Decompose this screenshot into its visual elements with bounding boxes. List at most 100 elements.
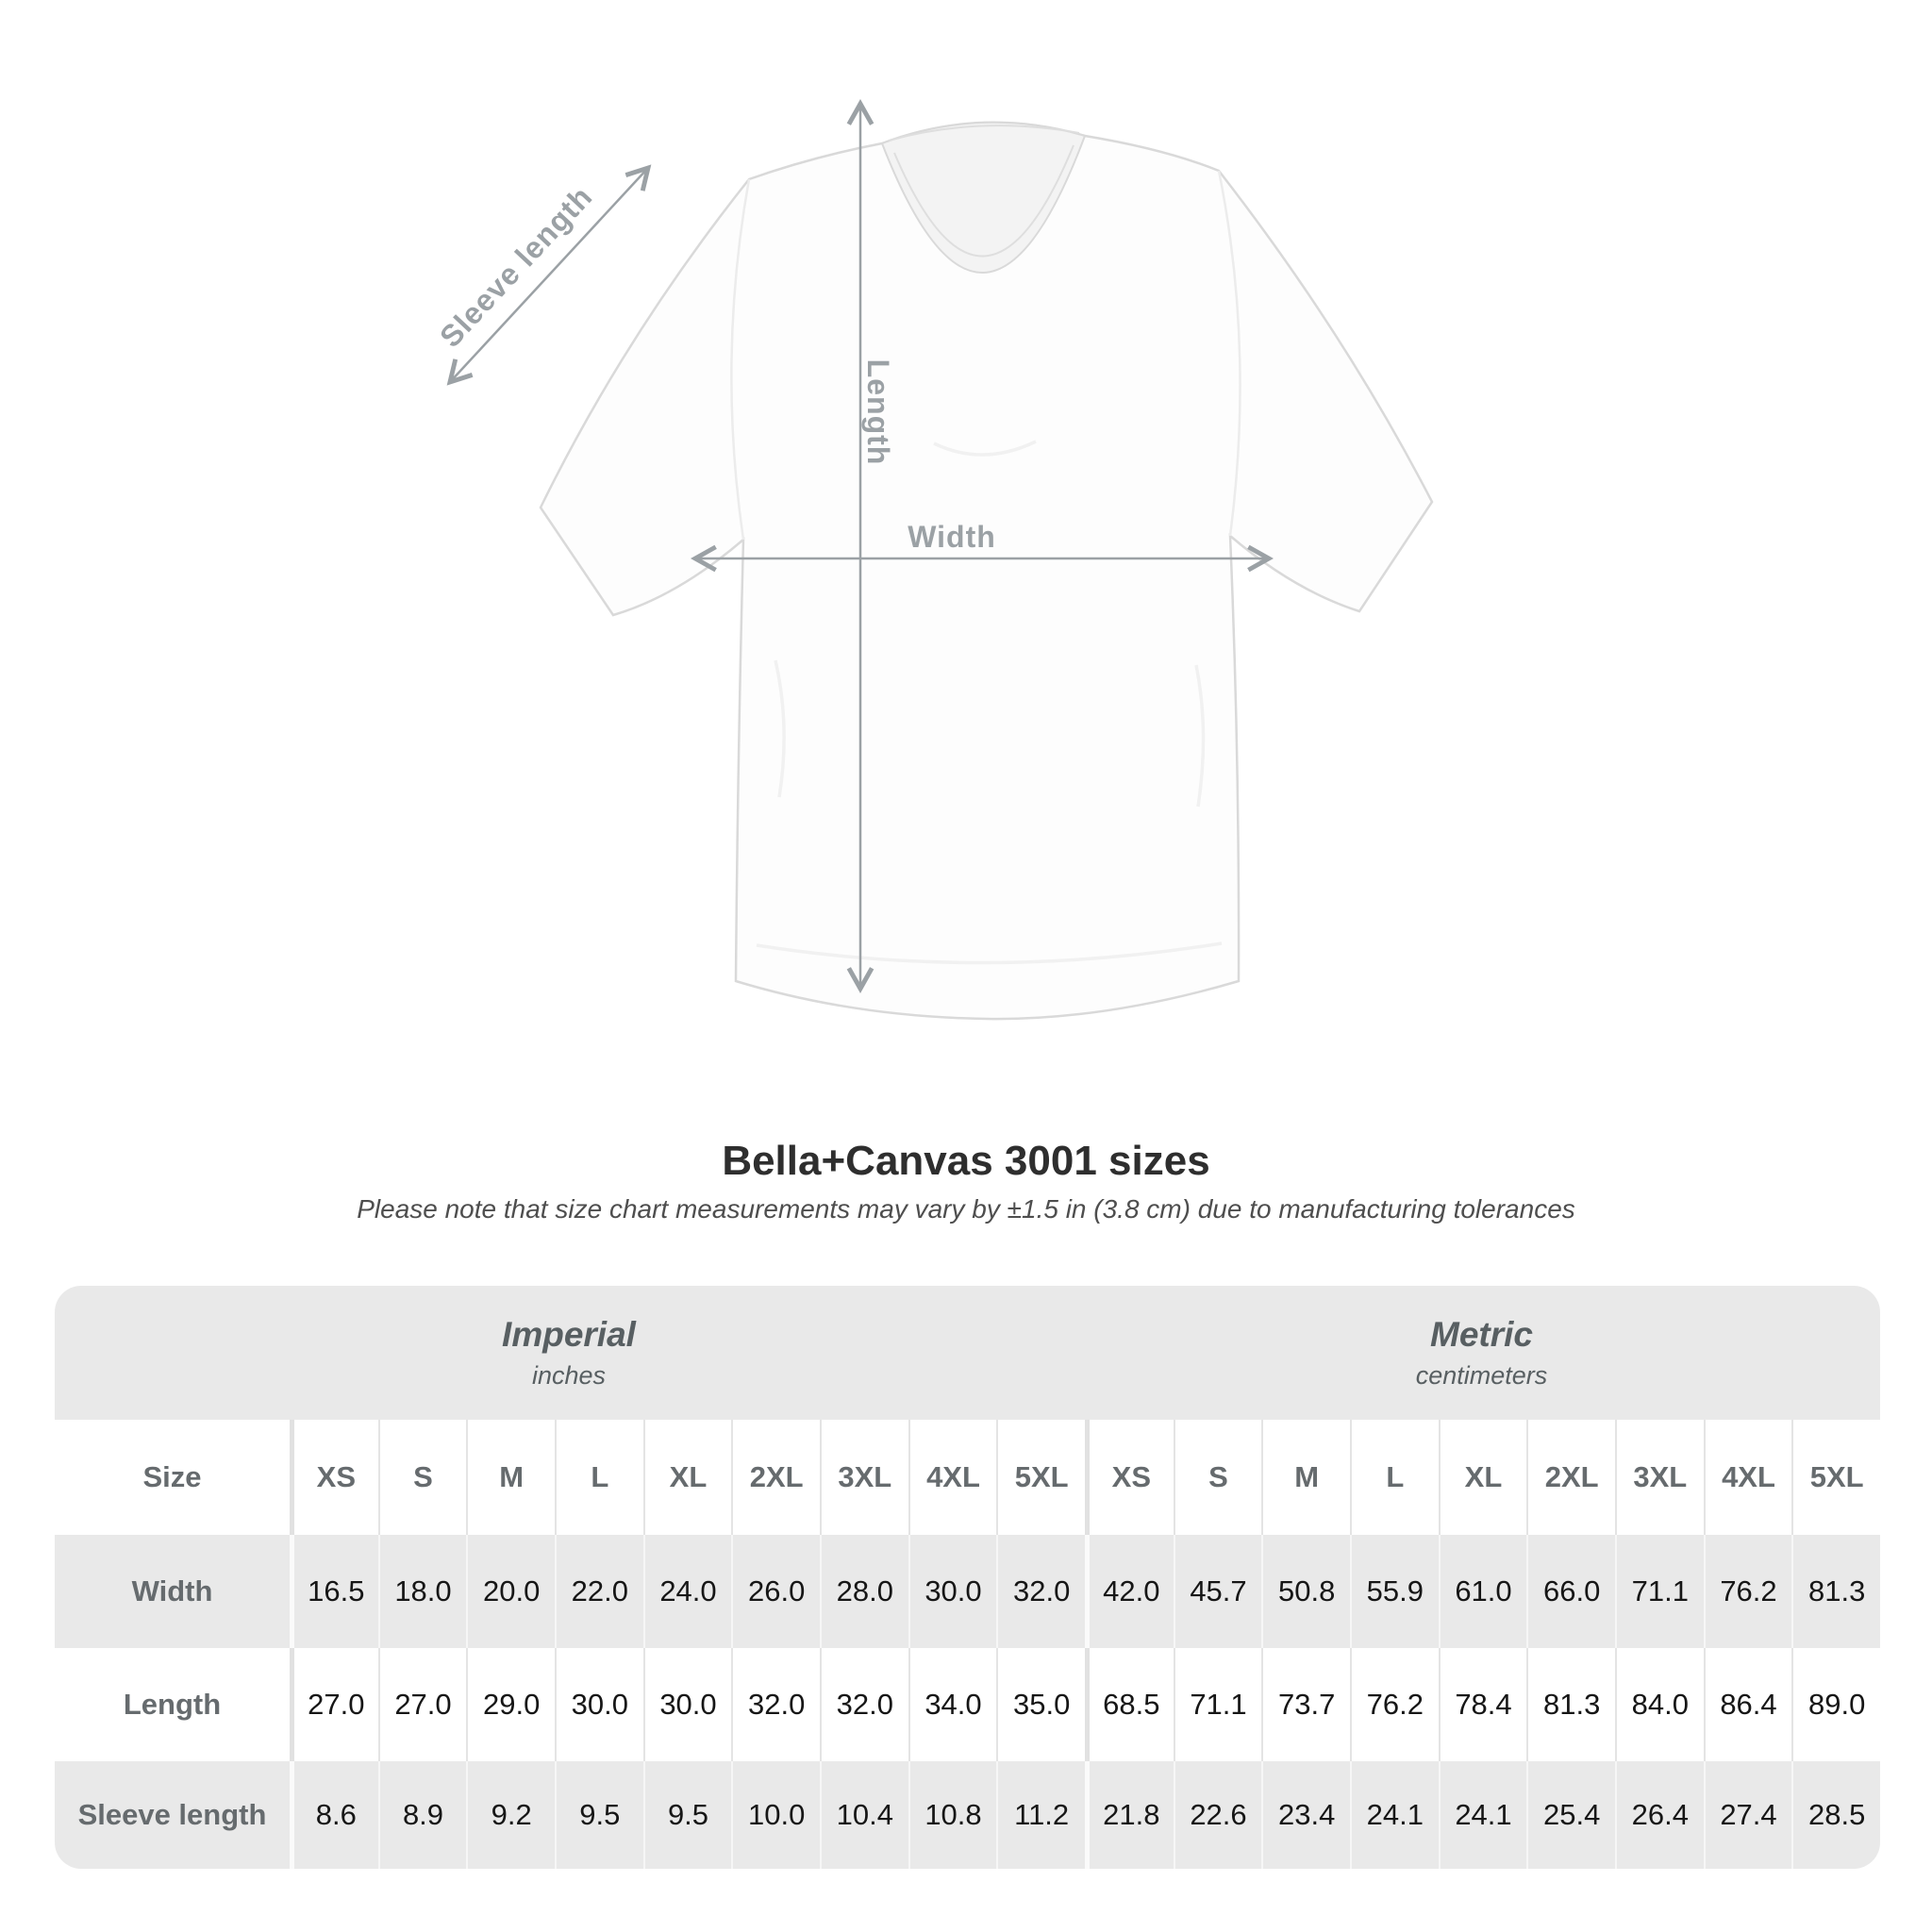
cell-sleeve-length-metric-s: 22.6 <box>1173 1761 1262 1869</box>
column-header-imperial-xs: XS <box>290 1420 378 1535</box>
tshirt-diagram-svg: Sleeve length Length Width <box>433 99 1434 1021</box>
tshirt-measurement-diagram: Sleeve length Length Width <box>396 57 1604 1057</box>
cell-width-metric-2xl: 66.0 <box>1526 1535 1615 1648</box>
row-label-length: Length <box>123 1688 222 1721</box>
cell-sleeve-length-metric-3xl: 26.4 <box>1614 1761 1704 1869</box>
cell-length-imperial-xs: 27.0 <box>290 1648 378 1761</box>
cell-sleeve-length-imperial-m: 9.2 <box>466 1761 555 1869</box>
column-header-imperial-2xl: 2XL <box>731 1420 820 1535</box>
cell-sleeve-length-imperial-l: 9.5 <box>554 1761 643 1869</box>
cell-width-metric-l: 55.9 <box>1349 1535 1439 1648</box>
armhole-seam-right <box>1217 170 1241 537</box>
cell-sleeve-length-metric-5xl: 28.5 <box>1791 1761 1880 1869</box>
cell-width-metric-5xl: 81.3 <box>1791 1535 1880 1648</box>
cell-sleeve-length-imperial-4xl: 10.8 <box>908 1761 997 1869</box>
cell-length-imperial-4xl: 34.0 <box>908 1648 997 1761</box>
length-label: Length <box>861 359 895 466</box>
cell-sleeve-length-imperial-5xl: 11.2 <box>996 1761 1085 1869</box>
cell-sleeve-length-imperial-xs: 8.6 <box>290 1761 378 1869</box>
tolerance-note: Please note that size chart measurements… <box>357 1194 1575 1224</box>
column-header-metric-4xl: 4XL <box>1703 1420 1792 1535</box>
cell-width-metric-4xl: 76.2 <box>1703 1535 1792 1648</box>
sleeve-length-arrow <box>446 164 652 386</box>
column-header-imperial-4xl: 4XL <box>908 1420 997 1535</box>
cell-sleeve-length-metric-4xl: 27.4 <box>1703 1761 1792 1869</box>
size-table: Imperial inches Metric centimeters Size … <box>55 1286 1880 1869</box>
column-header-metric-2xl: 2XL <box>1526 1420 1615 1535</box>
metric-label: Metric <box>1430 1315 1533 1355</box>
imperial-section-header: Imperial inches <box>55 1286 1083 1420</box>
cell-width-imperial-3xl: 28.0 <box>819 1535 908 1648</box>
cell-width-imperial-s: 18.0 <box>377 1535 467 1648</box>
cell-sleeve-length-imperial-s: 8.9 <box>377 1761 467 1869</box>
cell-width-metric-xs: 42.0 <box>1084 1535 1174 1648</box>
cell-width-imperial-l: 22.0 <box>554 1535 643 1648</box>
cell-length-imperial-l: 30.0 <box>554 1648 643 1761</box>
cell-length-metric-xl: 78.4 <box>1438 1648 1527 1761</box>
cell-length-metric-xs: 68.5 <box>1084 1648 1174 1761</box>
cell-sleeve-length-metric-m: 23.4 <box>1261 1761 1350 1869</box>
cell-width-metric-3xl: 71.1 <box>1614 1535 1704 1648</box>
column-header-metric-3xl: 3XL <box>1614 1420 1704 1535</box>
column-header-imperial-m: M <box>466 1420 555 1535</box>
table-row-length: Length 27.0 27.0 29.0 30.0 30.0 32.0 32.0 34.0 3… <box>55 1648 1880 1761</box>
row-label-width: Width <box>131 1574 213 1607</box>
cell-width-imperial-m: 20.0 <box>466 1535 555 1648</box>
column-header-imperial-xl: XL <box>642 1420 732 1535</box>
column-header-metric-xl: XL <box>1438 1420 1527 1535</box>
cell-sleeve-length-imperial-3xl: 10.4 <box>819 1761 908 1869</box>
metric-section-header: Metric centimeters <box>1083 1286 1880 1420</box>
column-header-imperial-5xl: 5XL <box>996 1420 1085 1535</box>
cell-width-imperial-5xl: 32.0 <box>996 1535 1085 1648</box>
cell-width-metric-m: 50.8 <box>1261 1535 1350 1648</box>
table-row-sleeve-length: Sleeve length 8.6 8.9 9.2 9.5 9.5 10.0 10.4 10.… <box>55 1761 1880 1869</box>
column-header-metric-m: M <box>1261 1420 1350 1535</box>
cell-length-metric-m: 73.7 <box>1261 1648 1350 1761</box>
cell-sleeve-length-metric-2xl: 25.4 <box>1526 1761 1615 1869</box>
cell-sleeve-length-metric-xl: 24.1 <box>1438 1761 1527 1869</box>
size-column-header: Size <box>142 1460 202 1493</box>
cell-width-imperial-4xl: 30.0 <box>908 1535 997 1648</box>
cell-sleeve-length-imperial-xl: 9.5 <box>642 1761 732 1869</box>
column-header-imperial-3xl: 3XL <box>819 1420 908 1535</box>
cell-width-imperial-xs: 16.5 <box>290 1535 378 1648</box>
table-row-width: Width 16.5 18.0 20.0 22.0 24.0 26.0 28.0 30.0 32… <box>55 1535 1880 1648</box>
imperial-unit-label: inches <box>531 1360 607 1390</box>
cell-width-metric-xl: 61.0 <box>1438 1535 1527 1648</box>
row-label-sleeve-length: Sleeve length <box>77 1798 267 1831</box>
cell-sleeve-length-metric-xs: 21.8 <box>1084 1761 1174 1869</box>
cell-length-imperial-2xl: 32.0 <box>731 1648 820 1761</box>
tshirt-graphic <box>539 121 1434 1021</box>
column-header-metric-l: L <box>1349 1420 1439 1535</box>
cell-length-metric-2xl: 81.3 <box>1526 1648 1615 1761</box>
page-title: Bella+Canvas 3001 sizes <box>722 1138 1210 1184</box>
cell-length-metric-5xl: 89.0 <box>1791 1648 1880 1761</box>
cell-length-imperial-xl: 30.0 <box>642 1648 732 1761</box>
column-header-metric-xs: XS <box>1084 1420 1174 1535</box>
imperial-label: Imperial <box>502 1315 636 1355</box>
table-header-row: Size XS S M L XL 2XL 3XL 4XL 5XL XS S M L XL 2XL 3XL 4XL… <box>55 1420 1880 1535</box>
cell-width-metric-s: 45.7 <box>1173 1535 1262 1648</box>
cell-length-metric-s: 71.1 <box>1173 1648 1262 1761</box>
collar <box>880 121 1087 274</box>
sleeve-length-label: Sleeve length <box>433 179 599 354</box>
units-header-band: Imperial inches Metric centimeters <box>55 1286 1880 1420</box>
cell-width-imperial-2xl: 26.0 <box>731 1535 820 1648</box>
cell-sleeve-length-imperial-2xl: 10.0 <box>731 1761 820 1869</box>
cell-length-metric-3xl: 84.0 <box>1614 1648 1704 1761</box>
cell-length-imperial-5xl: 35.0 <box>996 1648 1085 1761</box>
column-header-metric-5xl: 5XL <box>1791 1420 1880 1535</box>
column-header-imperial-s: S <box>377 1420 467 1535</box>
cell-width-imperial-xl: 24.0 <box>642 1535 732 1648</box>
cell-sleeve-length-metric-l: 24.1 <box>1349 1761 1439 1869</box>
cell-length-imperial-m: 29.0 <box>466 1648 555 1761</box>
collar-rib <box>893 144 1074 258</box>
metric-unit-label: centimeters <box>1415 1360 1548 1390</box>
cell-length-metric-l: 76.2 <box>1349 1648 1439 1761</box>
column-header-imperial-l: L <box>554 1420 643 1535</box>
cell-length-imperial-3xl: 32.0 <box>819 1648 908 1761</box>
armhole-seam-left <box>730 178 751 541</box>
column-header-metric-s: S <box>1173 1420 1262 1535</box>
width-label: Width <box>908 520 996 554</box>
